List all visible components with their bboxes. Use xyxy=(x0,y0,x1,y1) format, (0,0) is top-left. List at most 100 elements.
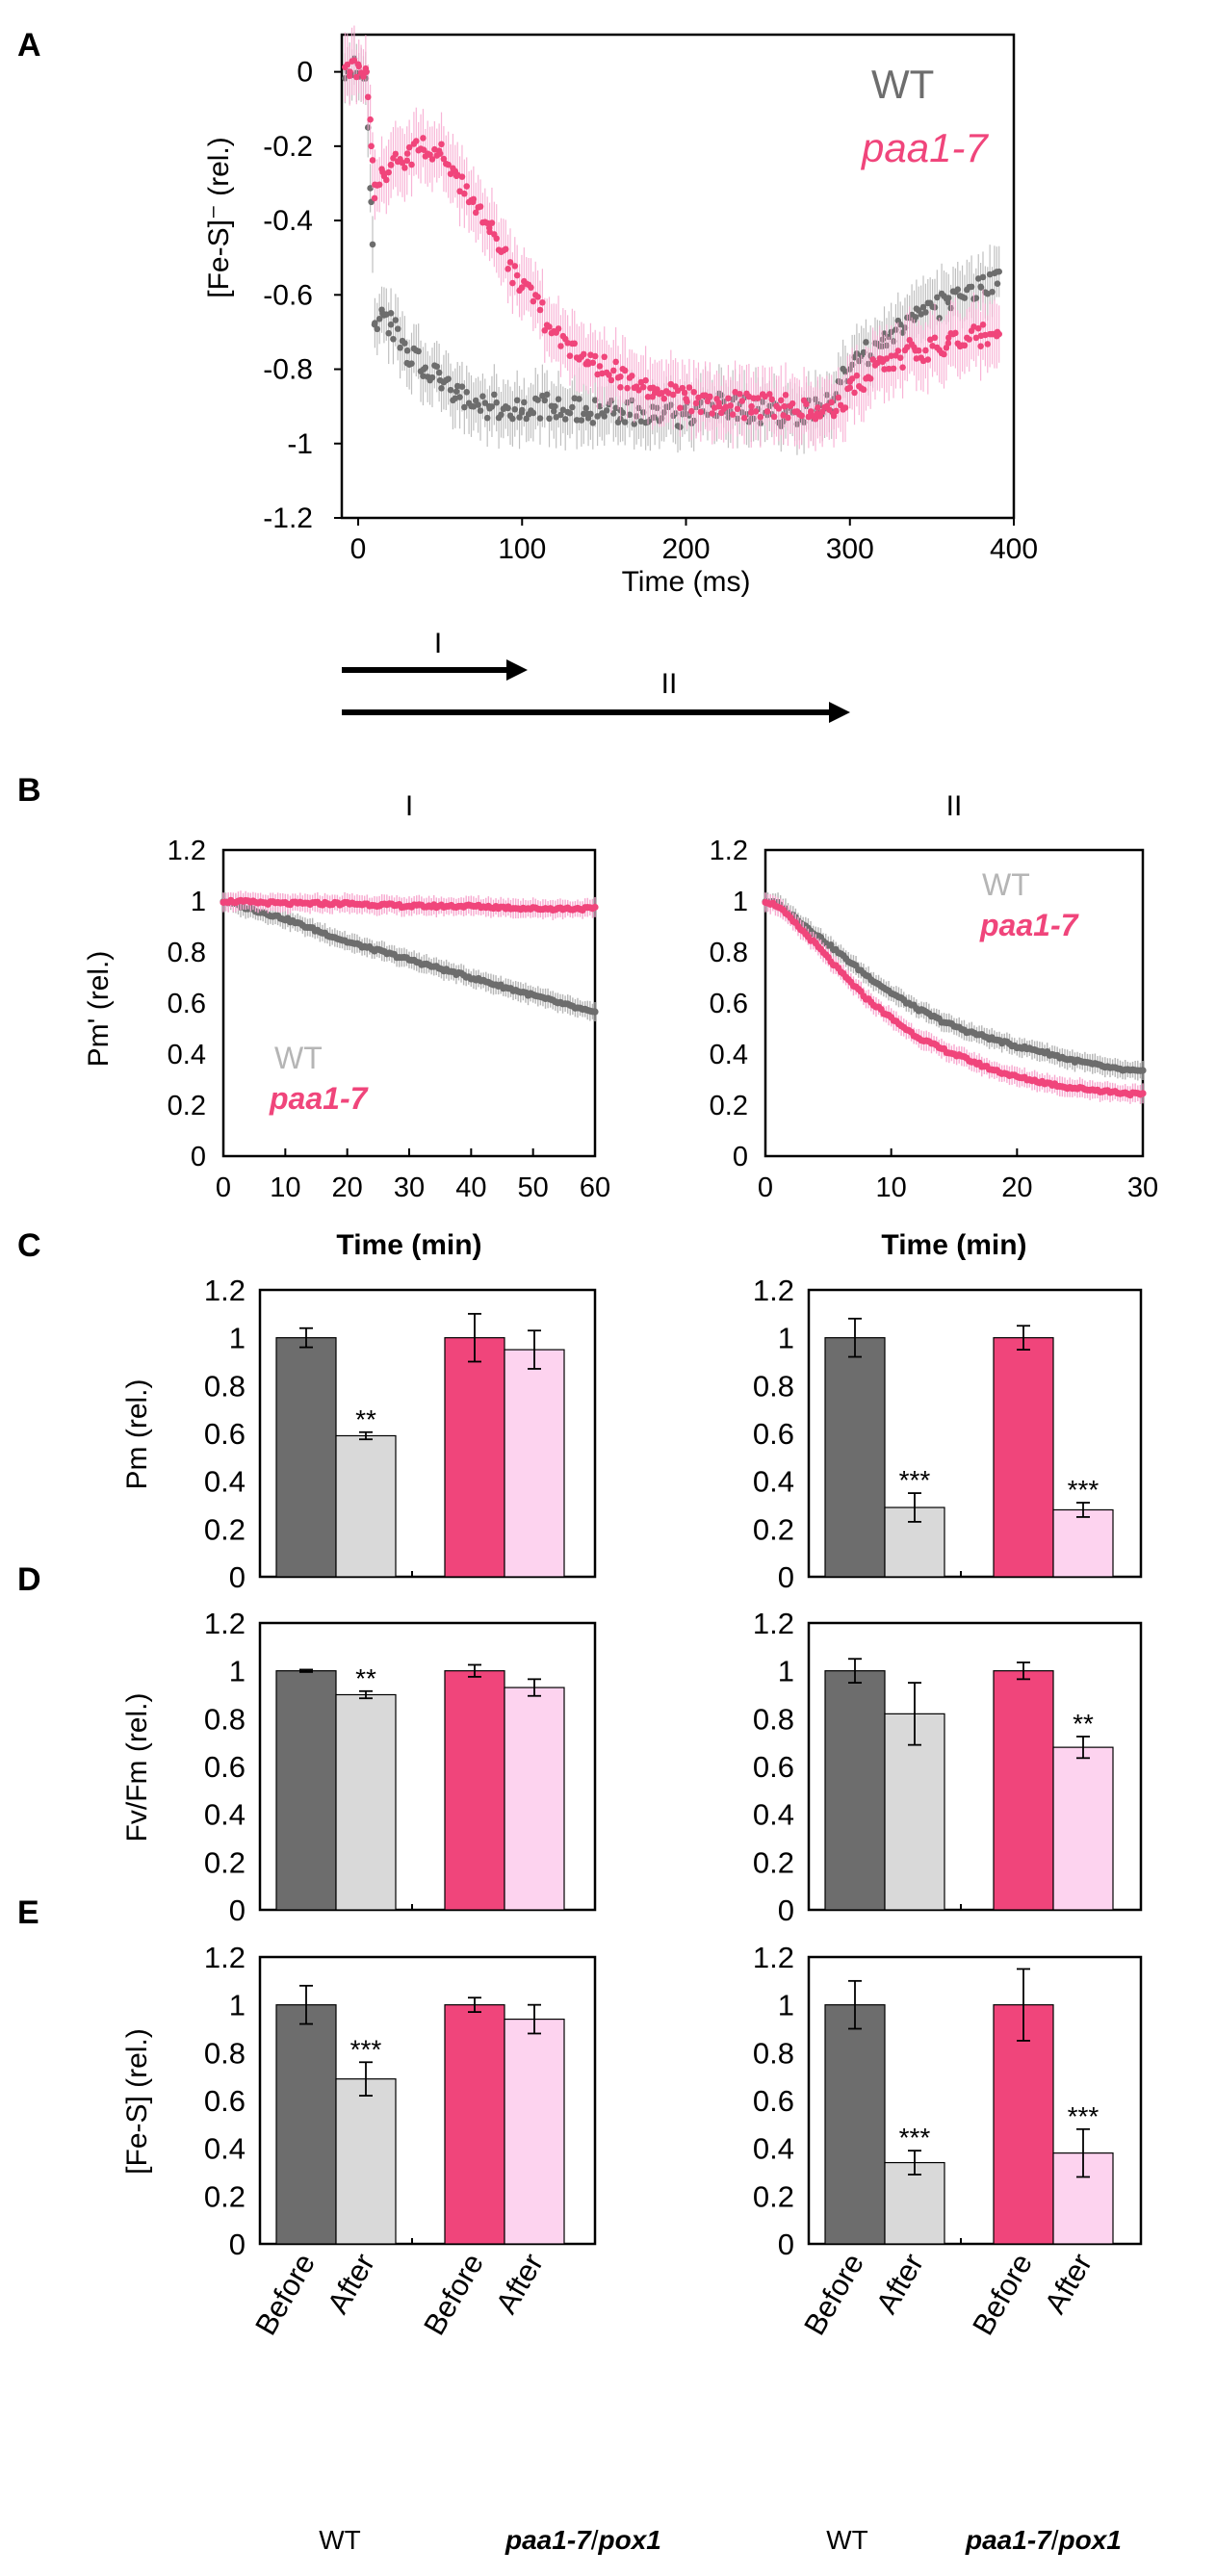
data-point xyxy=(483,219,491,227)
x-axis-label: Time (min) xyxy=(336,1229,481,1261)
data-point xyxy=(408,360,415,367)
data-point xyxy=(851,389,858,397)
data-point xyxy=(606,372,612,378)
y-tick-label: -0.4 xyxy=(263,205,313,237)
bar-before xyxy=(275,2004,337,2245)
data-point xyxy=(477,203,484,210)
y-tick-label: 1 xyxy=(778,1322,794,1355)
data-point xyxy=(344,61,351,68)
data-point xyxy=(626,411,634,419)
chart-e-i: 0 0.2 0.4 0.6 0.8 1 1.2 [Fe-S] (rel.) Before *** A… xyxy=(121,1941,597,2341)
data-point xyxy=(435,369,443,376)
series-paa1-7 xyxy=(342,25,1002,451)
data-point xyxy=(493,235,501,243)
data-point xyxy=(952,329,959,337)
anchor-point xyxy=(403,347,411,354)
anchor-point xyxy=(994,280,1001,288)
data-point xyxy=(353,73,360,81)
significance-mark: *** xyxy=(899,1465,931,1495)
data-point xyxy=(420,135,427,142)
data-point xyxy=(869,356,876,363)
y-tick-label: 1.2 xyxy=(204,1607,246,1640)
y-tick-label: 1 xyxy=(229,1322,246,1355)
y-tick-label: 0.2 xyxy=(753,1845,794,1879)
data-point xyxy=(775,405,783,412)
data-point xyxy=(996,268,1002,275)
data-point xyxy=(509,415,516,423)
data-point xyxy=(536,415,544,422)
data-point xyxy=(493,399,501,406)
anchor-point xyxy=(912,314,919,321)
data-point xyxy=(550,407,557,415)
bar-before xyxy=(275,1337,337,1578)
data-point xyxy=(617,384,624,391)
y-tick-label: 0.6 xyxy=(710,989,748,1019)
data-point xyxy=(974,324,982,332)
data-point xyxy=(369,241,376,248)
data-point xyxy=(375,181,383,189)
plot-frame xyxy=(340,33,1016,520)
data-point xyxy=(541,397,549,404)
data-point xyxy=(375,315,383,322)
data-point xyxy=(1139,1090,1147,1097)
y-tick-label: 0.4 xyxy=(753,1798,794,1832)
data-point xyxy=(445,161,452,168)
anchor-point xyxy=(436,376,444,384)
y-tick-label: 0.6 xyxy=(753,1750,794,1784)
anchor-point xyxy=(354,61,362,68)
data-point xyxy=(591,397,599,404)
x-tick-label: 10 xyxy=(876,1172,907,1203)
data-point xyxy=(979,273,987,281)
y-tick-label: 1.2 xyxy=(753,1607,794,1640)
anchor-point xyxy=(977,332,985,340)
data-point xyxy=(530,297,537,305)
data-point xyxy=(589,359,597,367)
data-point xyxy=(569,403,576,411)
legend-paa: paa1-7 xyxy=(860,125,989,170)
y-tick-label: 0.2 xyxy=(204,1845,246,1879)
data-point xyxy=(580,350,587,358)
data-point xyxy=(397,344,403,351)
data-point xyxy=(385,329,392,337)
data-point xyxy=(934,294,941,301)
data-point xyxy=(1139,1067,1147,1074)
bar-before xyxy=(444,2004,505,2245)
data-point xyxy=(777,397,785,404)
bar-before xyxy=(993,1670,1054,1911)
data-point xyxy=(488,219,496,226)
chart-c-i: 0 0.2 0.4 0.6 0.8 1 1.2 Pm (rel.) ** xyxy=(121,1274,597,1594)
y-tick-label: 0.4 xyxy=(168,1040,206,1070)
y-tick-label: 0.4 xyxy=(710,1040,748,1070)
data-point xyxy=(660,395,667,402)
anchor-point xyxy=(944,340,952,347)
anchor-point xyxy=(552,328,558,336)
y-tick-label: 0.6 xyxy=(753,2084,794,2118)
x-tick-label: After xyxy=(869,2248,930,2319)
data-point xyxy=(477,407,484,414)
data-point xyxy=(513,397,521,404)
data-point xyxy=(498,411,505,419)
plot-frame xyxy=(258,1621,597,1912)
data-point xyxy=(881,330,888,337)
data-point xyxy=(848,375,856,382)
x-tick-label: 0 xyxy=(758,1172,773,1203)
chart-d-ii: 0 0.2 0.4 0.6 0.8 1 1.2 ** xyxy=(753,1607,1143,1927)
data-point xyxy=(979,322,987,328)
y-tick-label: 1.2 xyxy=(204,1941,246,1974)
bar-after xyxy=(884,1713,945,1911)
x-tick-label: Before xyxy=(248,2248,322,2341)
data-point xyxy=(566,352,574,359)
x-axis-label: Time (ms) xyxy=(622,566,751,598)
data-point xyxy=(479,393,486,399)
anchor-point xyxy=(387,161,395,168)
legend-wt: WT xyxy=(982,867,1030,902)
data-point xyxy=(612,358,619,366)
data-point xyxy=(812,415,819,423)
data-point xyxy=(757,413,764,421)
y-tick-label: 0 xyxy=(297,57,313,89)
anchor-point xyxy=(830,410,838,418)
data-point xyxy=(798,412,806,420)
y-tick-label: 0.4 xyxy=(204,1465,246,1499)
data-point xyxy=(624,384,631,392)
